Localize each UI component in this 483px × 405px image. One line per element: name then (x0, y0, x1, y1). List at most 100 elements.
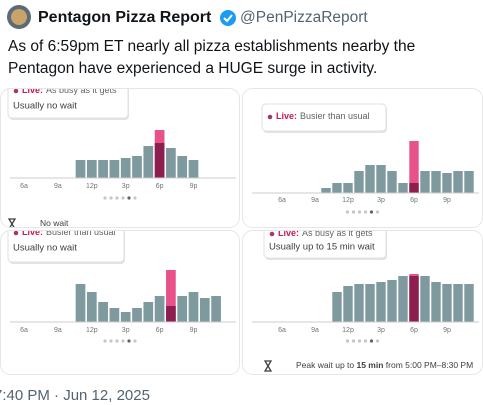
usual-bar-highlight (409, 183, 419, 193)
usual-bar (177, 156, 188, 178)
usual-bar-highlight (154, 143, 165, 178)
usual-bar (354, 284, 364, 322)
popular-times-image[interactable]: 6a 9a 12p 3p 6p 9p Live: As busy as it gets Usua… (0, 78, 240, 229)
live-label: Live: (276, 111, 297, 121)
usual-bar-highlight (409, 276, 419, 322)
footer-text: from 5:00 PM–8:30 PM (383, 360, 473, 370)
hour-label: 9a (311, 197, 319, 204)
timestamp[interactable]: 7:40 PM · Jun 12, 2025 (0, 387, 150, 404)
usual-bar (132, 156, 142, 178)
usual-bar (387, 171, 397, 193)
usual-bar (143, 146, 154, 178)
carousel-dot (375, 210, 380, 214)
hour-label: 6p (156, 183, 164, 190)
wait-footer: Peak wait up to 15 min from 5:00 PM–8:30… (296, 360, 473, 370)
usual-bar (143, 302, 154, 322)
hour-label: 6p (410, 327, 418, 334)
usual-bar (332, 292, 342, 322)
carousel-dot (345, 210, 350, 214)
hour-label: 12p (86, 183, 98, 190)
carousel-dot (103, 196, 107, 200)
hour-label: 6a (278, 197, 286, 204)
usual-bar (321, 188, 331, 193)
author-name[interactable]: Pentagon Pizza Report (38, 9, 212, 26)
usual-bar (86, 292, 97, 322)
carousel-dot (357, 210, 362, 214)
usual-bar (442, 284, 452, 322)
hour-label: 6p (156, 327, 164, 334)
usual-bar (86, 160, 97, 178)
tooltip (7, 230, 125, 263)
popular-times-image[interactable]: 6a 9a 12p 3p 6p 9p Live: Busier than usual Usual… (0, 222, 240, 375)
usual-bar (453, 171, 463, 193)
usual-bar (98, 160, 108, 178)
hour-label: 6p (410, 197, 418, 204)
hour-label: 3p (122, 327, 130, 334)
hour-label: 3p (377, 197, 385, 204)
carousel-dot (115, 339, 119, 343)
live-text: Busier than usual (300, 111, 370, 121)
usual-bar (120, 158, 131, 178)
carousel-dot (375, 339, 380, 343)
carousel-dot (121, 339, 125, 343)
usual-bar (188, 292, 199, 322)
usual-wait: Usually no wait (13, 243, 77, 254)
tooltip (261, 103, 387, 132)
carousel-dot (363, 339, 368, 343)
hour-label: 12p (342, 197, 354, 204)
hour-label: 12p (86, 327, 98, 334)
tooltip (7, 88, 129, 119)
usual-bar (211, 296, 221, 322)
carousel-dot (369, 339, 374, 343)
usual-bar (343, 183, 353, 193)
usual-bar (109, 308, 120, 322)
footer-text: 15 min (356, 360, 383, 370)
live-status: Live: Busier than usual (276, 111, 370, 121)
live-label: Live: (278, 228, 299, 238)
usual-bar (343, 286, 353, 322)
hour-label: 3p (122, 183, 130, 190)
usual-bar (332, 183, 342, 193)
hour-label: 3p (377, 327, 385, 334)
image-border (0, 230, 240, 375)
live-label: Live: (22, 85, 43, 95)
live-bar (409, 141, 419, 193)
hourglass-icon (263, 360, 273, 372)
image-border (0, 88, 240, 228)
popular-times-image[interactable]: 6a 9a 12p 3p 6p 9p Live: Busier than usual (242, 88, 483, 228)
usual-bar (75, 160, 86, 178)
usual-bar (398, 276, 408, 322)
carousel-dot (103, 339, 107, 343)
tweet-text: As of 6:59pm ET nearly all pizza establi… (8, 38, 415, 55)
people-icon (13, 88, 19, 94)
usual-bar (75, 284, 86, 322)
usual-bar (188, 160, 199, 178)
usual-bar (365, 165, 375, 193)
author-handle[interactable]: @PenPizzaReport (240, 9, 368, 26)
carousel-dot (345, 339, 350, 343)
usual-bar (464, 171, 474, 193)
hour-label: 9a (54, 183, 62, 190)
usual-bar (387, 280, 397, 322)
hour-label: 9p (190, 183, 198, 190)
usual-bar (354, 171, 364, 193)
usual-bar (420, 171, 430, 193)
usual-bar (365, 284, 375, 322)
carousel-dot (133, 339, 137, 343)
avatar-logo (11, 9, 27, 25)
usual-bar (376, 165, 386, 193)
hour-label: 9a (54, 327, 62, 334)
carousel-dot (115, 196, 119, 200)
usual-bar (464, 284, 474, 322)
usual-bar (132, 308, 142, 322)
hour-label: 6a (278, 327, 286, 334)
usual-bar (453, 284, 463, 322)
popular-times-image[interactable]: 6a 9a 12p 3p 6p 9p Live: As busy as it gets Usua… (242, 222, 483, 375)
carousel-dot (109, 339, 113, 343)
usual-bar (431, 171, 441, 193)
usual-bar (199, 298, 210, 322)
hour-label: 12p (342, 327, 354, 334)
carousel-dot (109, 196, 113, 200)
